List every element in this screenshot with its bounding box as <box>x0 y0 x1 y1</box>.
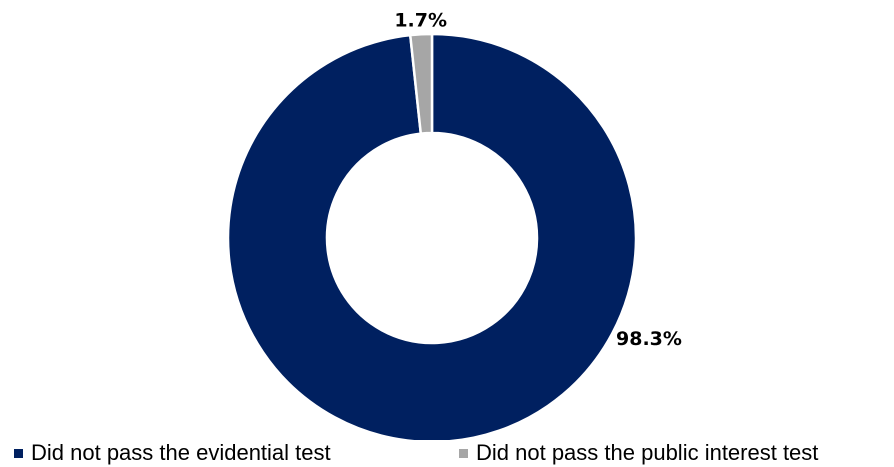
slice-evidential <box>226 32 638 440</box>
legend-item-public-interest: Did not pass the public interest test <box>459 440 818 466</box>
legend-item-evidential: Did not pass the evidential test <box>14 440 331 466</box>
donut-labels: 98.3% 1.7% <box>394 9 682 350</box>
legend-swatch-public-interest <box>459 448 468 458</box>
donut-chart: 98.3% 1.7% <box>226 9 682 440</box>
legend-label-evidential: Did not pass the evidential test <box>31 440 331 465</box>
donut-slices <box>226 32 638 440</box>
legend-label-public-interest: Did not pass the public interest test <box>476 440 819 465</box>
chart-legend: Did not pass the evidential test Did not… <box>0 440 894 467</box>
slice-label-public-interest: 1.7% <box>394 9 447 31</box>
slice-public-interest <box>408 32 434 135</box>
slice-label-evidential: 98.3% <box>616 328 682 350</box>
legend-swatch-evidential <box>14 448 23 458</box>
